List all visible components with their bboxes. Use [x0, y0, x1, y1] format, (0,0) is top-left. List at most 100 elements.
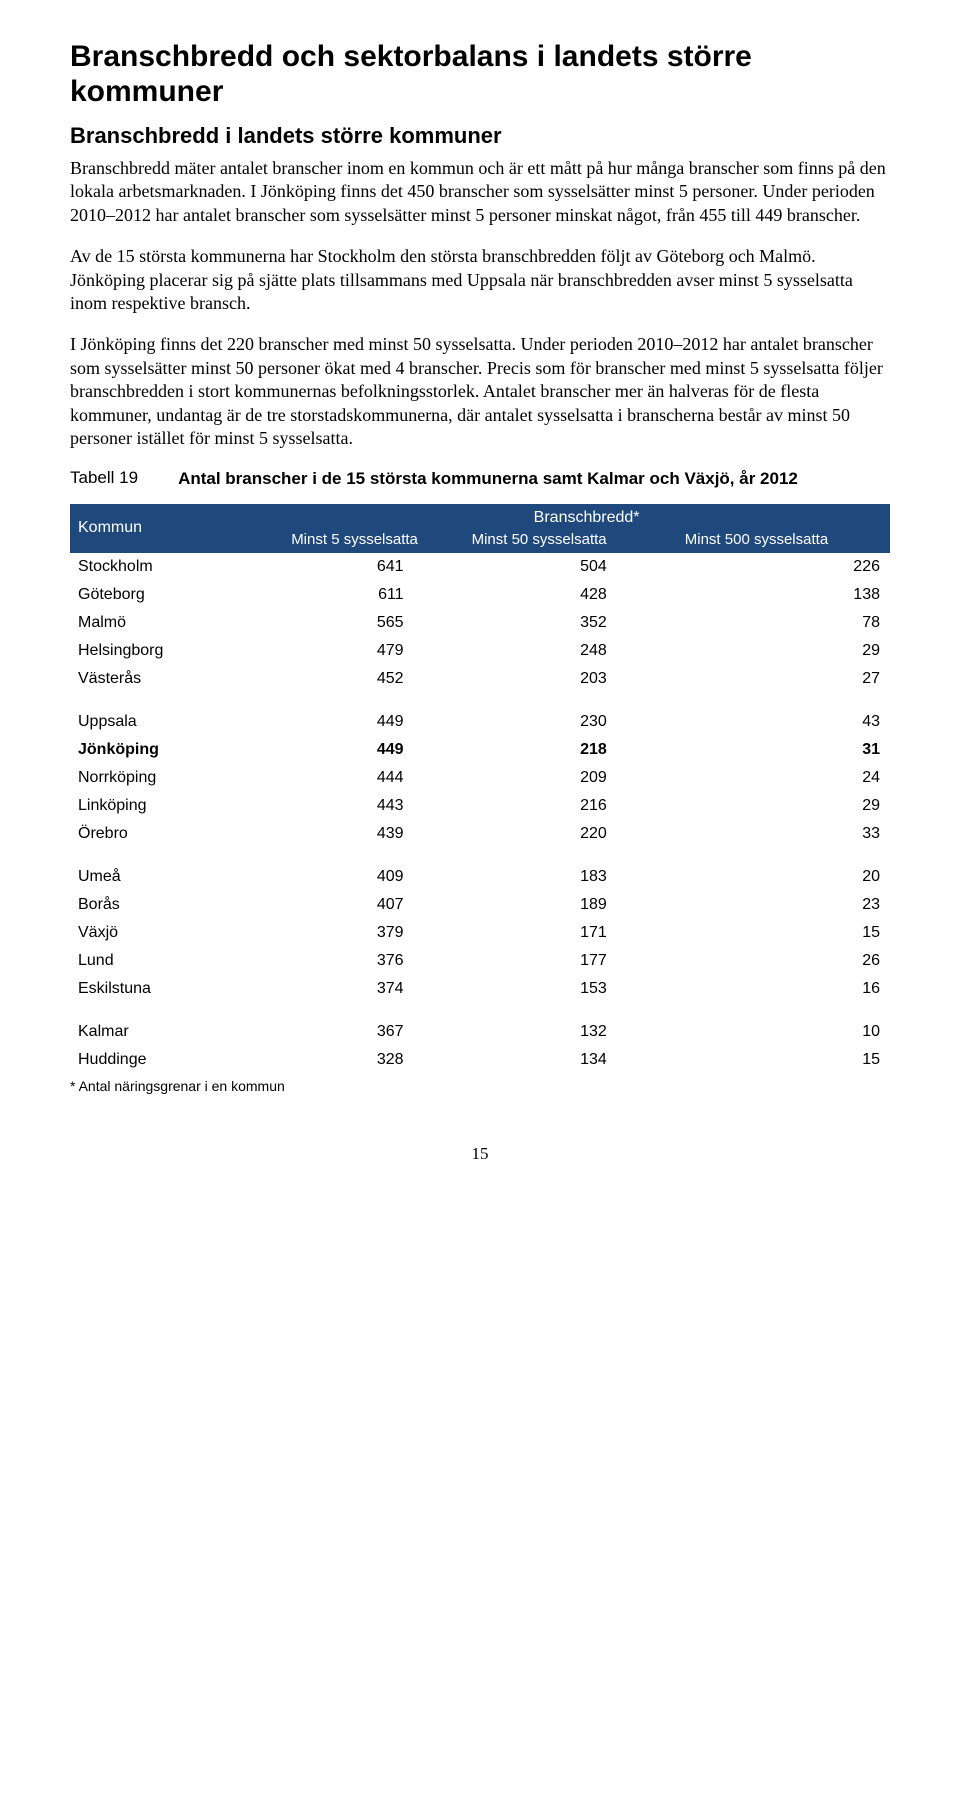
cell-name: Umeå [70, 848, 283, 891]
cell-value: 352 [464, 609, 677, 637]
data-table: Kommun Branschbredd* Minst 5 sysselsatta… [70, 504, 890, 1074]
cell-value: 220 [464, 820, 677, 848]
cell-value: 449 [283, 693, 463, 736]
cell-name: Helsingborg [70, 637, 283, 665]
body-paragraph: I Jönköping finns det 220 branscher med … [70, 333, 890, 450]
table-caption: Antal branscher i de 15 största kommuner… [178, 468, 798, 489]
cell-value: 10 [677, 1003, 890, 1046]
cell-value: 376 [283, 947, 463, 975]
page-heading: Branschbredd och sektorbalans i landets … [70, 40, 890, 109]
cell-value: 452 [283, 665, 463, 693]
table-label: Tabell 19 [70, 468, 138, 489]
cell-value: 226 [677, 553, 890, 581]
cell-value: 641 [283, 553, 463, 581]
table-row: Borås40718923 [70, 891, 890, 919]
cell-name: Västerås [70, 665, 283, 693]
cell-name: Uppsala [70, 693, 283, 736]
cell-value: 138 [677, 581, 890, 609]
page-number: 15 [70, 1144, 890, 1164]
cell-value: 183 [464, 848, 677, 891]
cell-value: 177 [464, 947, 677, 975]
cell-value: 132 [464, 1003, 677, 1046]
cell-value: 444 [283, 764, 463, 792]
table-caption-row: Tabell 19 Antal branscher i de 15 störst… [70, 468, 890, 489]
cell-name: Malmö [70, 609, 283, 637]
page-subheading: Branschbredd i landets större kommuner [70, 123, 890, 149]
table-row: Umeå40918320 [70, 848, 890, 891]
cell-name: Kalmar [70, 1003, 283, 1046]
cell-value: 407 [283, 891, 463, 919]
cell-value: 15 [677, 1046, 890, 1074]
table-row: Växjö37917115 [70, 919, 890, 947]
cell-value: 16 [677, 975, 890, 1003]
body-paragraph: Av de 15 största kommunerna har Stockhol… [70, 245, 890, 315]
table-row: Malmö56535278 [70, 609, 890, 637]
table-row: Västerås45220327 [70, 665, 890, 693]
cell-name: Linköping [70, 792, 283, 820]
table-row: Huddinge32813415 [70, 1046, 890, 1074]
cell-value: 134 [464, 1046, 677, 1074]
cell-value: 449 [283, 736, 463, 764]
cell-value: 439 [283, 820, 463, 848]
cell-name: Borås [70, 891, 283, 919]
cell-value: 328 [283, 1046, 463, 1074]
cell-value: 153 [464, 975, 677, 1003]
table-footnote: * Antal näringsgrenar i en kommun [70, 1078, 890, 1094]
cell-value: 171 [464, 919, 677, 947]
cell-value: 15 [677, 919, 890, 947]
cell-value: 218 [464, 736, 677, 764]
cell-name: Lund [70, 947, 283, 975]
table-row: Kalmar36713210 [70, 1003, 890, 1046]
cell-value: 611 [283, 581, 463, 609]
col-subheader: Minst 50 sysselsatta [464, 529, 677, 553]
cell-name: Stockholm [70, 553, 283, 581]
cell-value: 374 [283, 975, 463, 1003]
cell-value: 216 [464, 792, 677, 820]
cell-value: 379 [283, 919, 463, 947]
cell-value: 23 [677, 891, 890, 919]
cell-name: Norrköping [70, 764, 283, 792]
cell-value: 443 [283, 792, 463, 820]
cell-value: 504 [464, 553, 677, 581]
cell-value: 29 [677, 792, 890, 820]
table-row: Lund37617726 [70, 947, 890, 975]
cell-value: 43 [677, 693, 890, 736]
cell-value: 209 [464, 764, 677, 792]
body-paragraph: Branschbredd mäter antalet branscher ino… [70, 157, 890, 227]
table-row: Eskilstuna37415316 [70, 975, 890, 1003]
cell-name: Växjö [70, 919, 283, 947]
cell-value: 367 [283, 1003, 463, 1046]
table-row: Linköping44321629 [70, 792, 890, 820]
table-row: Göteborg611428138 [70, 581, 890, 609]
cell-value: 78 [677, 609, 890, 637]
table-row: Helsingborg47924829 [70, 637, 890, 665]
table-row: Jönköping44921831 [70, 736, 890, 764]
cell-value: 479 [283, 637, 463, 665]
cell-name: Göteborg [70, 581, 283, 609]
table-body: Stockholm641504226Göteborg611428138Malmö… [70, 553, 890, 1074]
table-header: Kommun Branschbredd* Minst 5 sysselsatta… [70, 504, 890, 553]
cell-value: 26 [677, 947, 890, 975]
table-row: Örebro43922033 [70, 820, 890, 848]
cell-value: 27 [677, 665, 890, 693]
col-header-span: Branschbredd* [283, 504, 890, 529]
col-subheader: Minst 500 sysselsatta [677, 529, 890, 553]
cell-value: 24 [677, 764, 890, 792]
cell-name: Huddinge [70, 1046, 283, 1074]
cell-value: 230 [464, 693, 677, 736]
cell-value: 29 [677, 637, 890, 665]
col-header-kommun: Kommun [70, 504, 283, 553]
cell-value: 20 [677, 848, 890, 891]
col-subheader: Minst 5 sysselsatta [283, 529, 463, 553]
cell-value: 248 [464, 637, 677, 665]
table-row: Uppsala44923043 [70, 693, 890, 736]
cell-value: 428 [464, 581, 677, 609]
cell-name: Örebro [70, 820, 283, 848]
cell-name: Jönköping [70, 736, 283, 764]
cell-value: 31 [677, 736, 890, 764]
cell-value: 189 [464, 891, 677, 919]
cell-value: 203 [464, 665, 677, 693]
cell-name: Eskilstuna [70, 975, 283, 1003]
cell-value: 33 [677, 820, 890, 848]
cell-value: 409 [283, 848, 463, 891]
